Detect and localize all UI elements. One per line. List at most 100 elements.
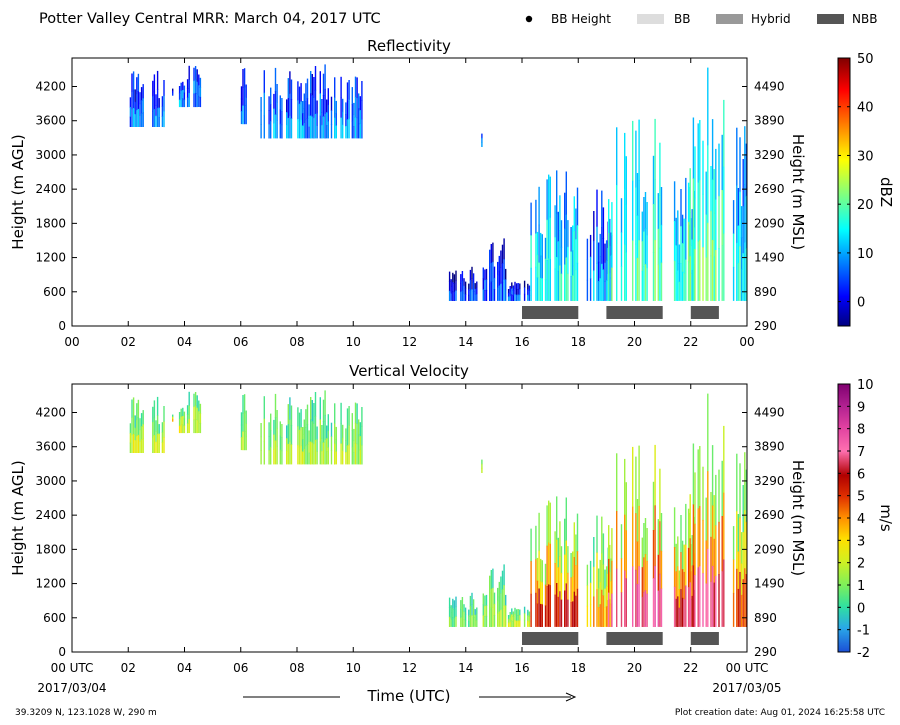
x-tick-label: 06 (233, 661, 248, 675)
x-tick-label: 10 (346, 335, 361, 349)
echo-cell (540, 558, 542, 582)
colorbar-tick-label: 10 (857, 378, 874, 393)
echo-cell (544, 563, 547, 586)
echo-cell (557, 596, 559, 627)
echo-cell (448, 281, 451, 292)
echo-cell (156, 89, 159, 109)
echo-cell (474, 288, 476, 296)
echo-cell (742, 253, 744, 301)
x-tick-label: 18 (571, 661, 586, 675)
echo-cell (321, 450, 323, 465)
echo-cell (549, 585, 551, 627)
echo-cell (575, 208, 577, 240)
echo-cell (652, 252, 655, 301)
echo-cell (290, 444, 293, 465)
echo-cell (289, 115, 291, 139)
echo-cell (567, 220, 569, 248)
echo-cell (742, 579, 744, 627)
echo-cell (351, 120, 353, 139)
colorbar-tick-label: 10 (857, 247, 874, 262)
echo-cell (182, 81, 184, 91)
echo-cell (463, 293, 465, 301)
bright-band-legend: BB Height BB Hybrid NBB (525, 12, 877, 26)
echo-cell (276, 102, 278, 121)
echo-cell (685, 585, 687, 627)
echo-cell (699, 120, 701, 181)
echo-cell (643, 231, 645, 267)
echo-cell (245, 423, 247, 438)
echo-cell (452, 291, 454, 301)
echo-cell (308, 430, 310, 443)
echo-cell (482, 615, 484, 627)
echo-cell (319, 441, 321, 465)
echo-cell (134, 101, 136, 115)
echo-cell (694, 472, 696, 525)
echo-cell (689, 538, 691, 583)
echo-cell (620, 524, 623, 559)
echo-cell (300, 101, 302, 121)
echo-cell (183, 85, 186, 94)
echo-cell (163, 80, 165, 97)
echo-cell (673, 221, 676, 262)
echo-cell (548, 584, 550, 627)
echo-cell (497, 287, 499, 301)
echo-cell (316, 439, 318, 452)
echo-cell (484, 595, 486, 607)
echo-cell (505, 289, 507, 301)
echo-cell (484, 616, 486, 627)
echo-cell (281, 124, 283, 139)
echo-cell (681, 540, 684, 570)
echo-cell (680, 189, 682, 227)
echo-cell (302, 427, 304, 440)
echo-cell (505, 279, 507, 291)
echo-cell (556, 583, 558, 627)
echo-cell (263, 396, 265, 420)
echo-cell (497, 274, 499, 289)
echo-cell (129, 433, 132, 444)
echo-cell (560, 246, 563, 275)
echo-cell (260, 423, 262, 438)
echo-cell (711, 179, 714, 241)
colorbar-tick-label: 5 (857, 490, 865, 505)
echo-cell (644, 192, 647, 229)
echo-cell (327, 104, 329, 122)
echo-cell (469, 606, 472, 617)
echo-cell (348, 444, 350, 465)
echo-cell (515, 289, 518, 296)
echo-cell (745, 521, 748, 575)
echo-cell (188, 79, 190, 94)
echo-cell (129, 423, 132, 434)
echo-cell (297, 445, 299, 465)
echo-cell (632, 120, 634, 182)
echo-cell (348, 406, 350, 426)
echo-cell (153, 417, 156, 436)
echo-cell (199, 77, 202, 88)
echo-cell (599, 256, 601, 279)
echo-cell (161, 432, 164, 443)
y-right-tick-label: 4490 (754, 406, 785, 420)
echo-cell (326, 425, 328, 439)
echo-cell (659, 142, 661, 196)
echo-cell (692, 239, 695, 301)
echo-cell (573, 591, 575, 627)
echo-cell (641, 596, 643, 627)
echo-cell (687, 182, 690, 223)
echo-cell (509, 612, 511, 618)
echo-cell (596, 263, 598, 301)
echo-cell (270, 430, 272, 448)
echo-cell (183, 425, 186, 434)
echo-cell (455, 290, 457, 301)
echo-cell (597, 607, 600, 627)
echo-cell (593, 537, 595, 568)
echo-cell (556, 539, 558, 584)
echo-cell (242, 413, 244, 432)
echo-cell (680, 552, 682, 590)
echo-cell (624, 570, 626, 627)
echo-cell (359, 450, 361, 465)
echo-cell (507, 292, 510, 298)
echo-cell (240, 412, 243, 426)
legend-nbb-swatch (817, 14, 844, 24)
echo-cell (311, 400, 313, 422)
echo-cell (242, 87, 244, 106)
echo-cell (303, 449, 305, 465)
